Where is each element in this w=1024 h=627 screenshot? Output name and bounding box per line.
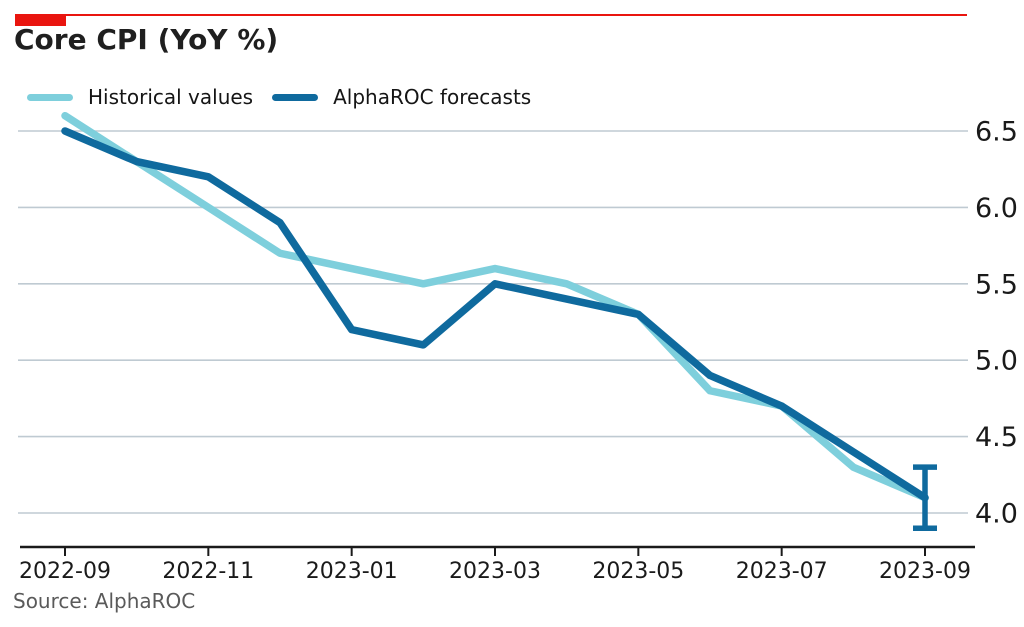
legend-item-forecast: AlphaROC forecasts bbox=[272, 85, 531, 109]
x-tick-label: 2023-03 bbox=[449, 559, 541, 584]
legend: Historical values AlphaROC forecasts bbox=[27, 85, 531, 109]
series-line-alpharoc-forecasts bbox=[61, 127, 929, 502]
y-tick-label: 4.0 bbox=[975, 499, 1018, 530]
y-tick-label: 6.0 bbox=[975, 193, 1018, 224]
legend-swatch-forecast-icon bbox=[272, 93, 319, 101]
legend-item-historical: Historical values bbox=[27, 85, 253, 109]
y-tick-label: 5.0 bbox=[975, 346, 1018, 377]
legend-label-forecast: AlphaROC forecasts bbox=[333, 85, 532, 109]
x-tick-label: 2023-01 bbox=[306, 559, 398, 584]
y-tick-label: 5.5 bbox=[975, 269, 1018, 300]
legend-label-historical: Historical values bbox=[88, 85, 254, 109]
source-note: Source: AlphaROC bbox=[13, 589, 196, 613]
y-tick-label: 6.5 bbox=[975, 117, 1018, 148]
x-tick-label: 2022-09 bbox=[19, 559, 111, 584]
brand-accent-line bbox=[15, 14, 967, 16]
legend-swatch-historical-icon bbox=[27, 93, 73, 101]
brand-accent-bar bbox=[15, 15, 66, 26]
y-tick-label: 4.5 bbox=[975, 422, 1018, 453]
x-tick-label: 2023-07 bbox=[736, 559, 828, 584]
x-tick-label: 2022-11 bbox=[162, 559, 254, 584]
x-tick-label: 2023-09 bbox=[879, 559, 971, 584]
page-title: Core CPI (YoY %) bbox=[14, 23, 279, 56]
x-tick-label: 2023-05 bbox=[592, 559, 684, 584]
